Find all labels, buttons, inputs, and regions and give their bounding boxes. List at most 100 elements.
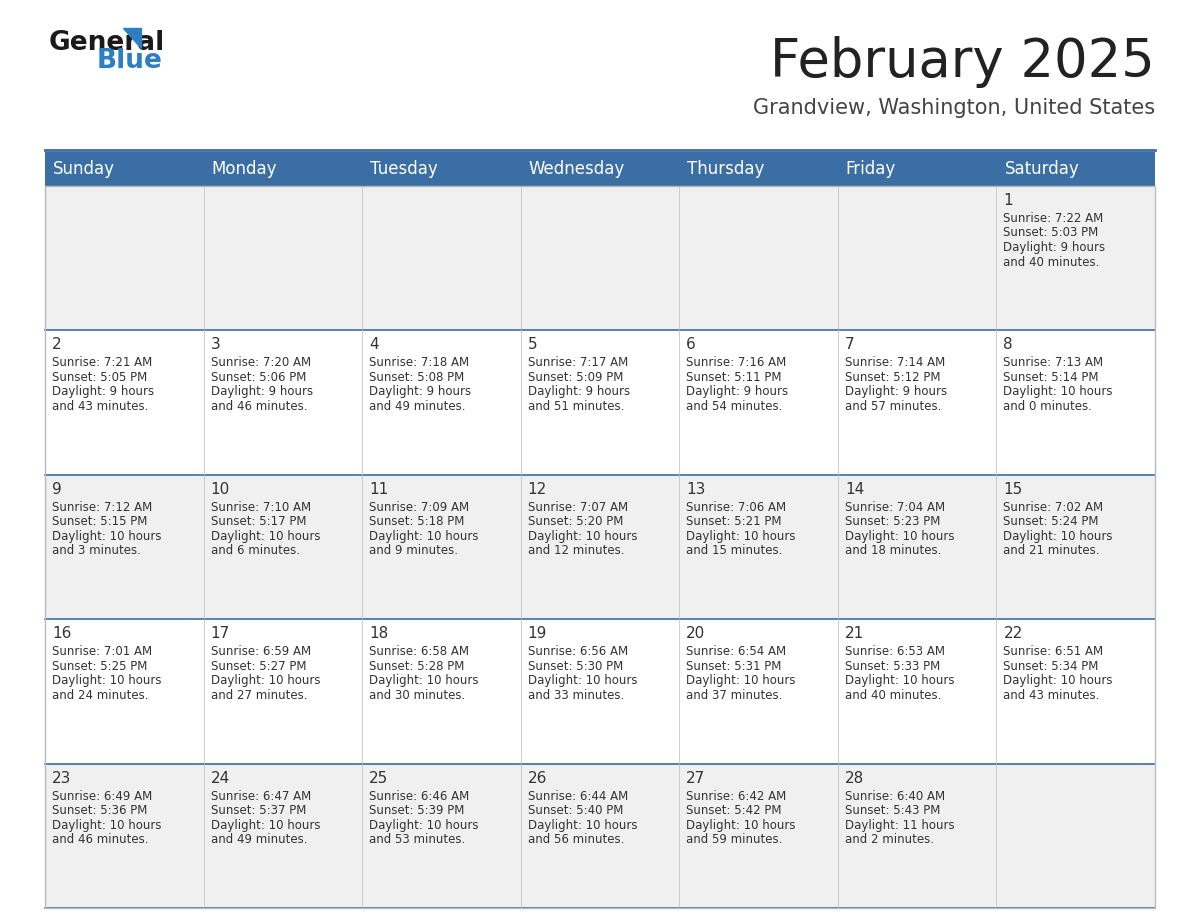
Text: and 43 minutes.: and 43 minutes. — [1004, 688, 1100, 701]
Text: Sunrise: 7:18 AM: Sunrise: 7:18 AM — [369, 356, 469, 369]
Text: Sunset: 5:39 PM: Sunset: 5:39 PM — [369, 804, 465, 817]
Text: 18: 18 — [369, 626, 388, 641]
Text: Sunset: 5:30 PM: Sunset: 5:30 PM — [527, 660, 623, 673]
Text: and 46 minutes.: and 46 minutes. — [52, 834, 148, 846]
Text: Daylight: 10 hours: Daylight: 10 hours — [527, 819, 637, 832]
Text: 6: 6 — [687, 338, 696, 353]
Bar — [45, 764, 203, 908]
Text: Sunset: 5:25 PM: Sunset: 5:25 PM — [52, 660, 147, 673]
Text: Sunset: 5:34 PM: Sunset: 5:34 PM — [1004, 660, 1099, 673]
Text: Sunrise: 7:01 AM: Sunrise: 7:01 AM — [52, 645, 152, 658]
Text: 21: 21 — [845, 626, 864, 641]
Text: Sunset: 5:17 PM: Sunset: 5:17 PM — [210, 515, 307, 528]
Text: Sunrise: 6:54 AM: Sunrise: 6:54 AM — [687, 645, 786, 658]
Bar — [838, 475, 997, 620]
Bar — [838, 764, 997, 908]
Text: and 2 minutes.: and 2 minutes. — [845, 834, 934, 846]
Bar — [680, 186, 838, 330]
Text: Saturday: Saturday — [1004, 160, 1079, 178]
Text: and 27 minutes.: and 27 minutes. — [210, 688, 307, 701]
Text: Daylight: 9 hours: Daylight: 9 hours — [1004, 241, 1106, 254]
Text: Sunset: 5:31 PM: Sunset: 5:31 PM — [687, 660, 782, 673]
Bar — [45, 186, 203, 330]
Text: and 53 minutes.: and 53 minutes. — [369, 834, 466, 846]
Text: and 37 minutes.: and 37 minutes. — [687, 688, 783, 701]
Bar — [838, 620, 997, 764]
Text: Daylight: 9 hours: Daylight: 9 hours — [369, 386, 472, 398]
Text: 24: 24 — [210, 770, 229, 786]
Text: Sunrise: 7:22 AM: Sunrise: 7:22 AM — [1004, 212, 1104, 225]
Text: Sunrise: 7:06 AM: Sunrise: 7:06 AM — [687, 501, 786, 514]
Text: Sunrise: 6:44 AM: Sunrise: 6:44 AM — [527, 789, 628, 802]
Text: and 57 minutes.: and 57 minutes. — [845, 400, 941, 413]
Text: Sunrise: 6:49 AM: Sunrise: 6:49 AM — [52, 789, 152, 802]
Text: 27: 27 — [687, 770, 706, 786]
Text: Daylight: 10 hours: Daylight: 10 hours — [527, 674, 637, 688]
Text: Thursday: Thursday — [688, 160, 765, 178]
Text: Blue: Blue — [97, 48, 163, 74]
Bar — [520, 475, 680, 620]
Text: Daylight: 11 hours: Daylight: 11 hours — [845, 819, 954, 832]
Text: 3: 3 — [210, 338, 220, 353]
Text: Sunset: 5:03 PM: Sunset: 5:03 PM — [1004, 227, 1099, 240]
Text: Sunrise: 7:16 AM: Sunrise: 7:16 AM — [687, 356, 786, 369]
Text: and 12 minutes.: and 12 minutes. — [527, 544, 624, 557]
Text: Sunrise: 7:07 AM: Sunrise: 7:07 AM — [527, 501, 627, 514]
Text: 17: 17 — [210, 626, 229, 641]
Text: 2: 2 — [52, 338, 62, 353]
Text: Sunrise: 7:14 AM: Sunrise: 7:14 AM — [845, 356, 946, 369]
Text: 19: 19 — [527, 626, 548, 641]
Text: Sunset: 5:08 PM: Sunset: 5:08 PM — [369, 371, 465, 384]
Text: Sunset: 5:12 PM: Sunset: 5:12 PM — [845, 371, 941, 384]
Text: Daylight: 10 hours: Daylight: 10 hours — [369, 674, 479, 688]
Text: Sunrise: 6:56 AM: Sunrise: 6:56 AM — [527, 645, 627, 658]
Bar — [45, 475, 203, 620]
Text: and 49 minutes.: and 49 minutes. — [210, 834, 307, 846]
Text: 12: 12 — [527, 482, 546, 497]
Bar — [680, 620, 838, 764]
Text: Sunrise: 7:12 AM: Sunrise: 7:12 AM — [52, 501, 152, 514]
Bar — [997, 330, 1155, 475]
Text: February 2025: February 2025 — [770, 36, 1155, 88]
Bar — [997, 764, 1155, 908]
Text: Daylight: 10 hours: Daylight: 10 hours — [369, 530, 479, 543]
Text: 9: 9 — [52, 482, 62, 497]
Text: and 24 minutes.: and 24 minutes. — [52, 688, 148, 701]
Bar — [45, 620, 203, 764]
Text: 22: 22 — [1004, 626, 1023, 641]
Text: Daylight: 10 hours: Daylight: 10 hours — [687, 530, 796, 543]
Text: 13: 13 — [687, 482, 706, 497]
Bar — [520, 330, 680, 475]
Text: 1: 1 — [1004, 193, 1013, 208]
Text: and 54 minutes.: and 54 minutes. — [687, 400, 783, 413]
Text: Sunset: 5:23 PM: Sunset: 5:23 PM — [845, 515, 940, 528]
Text: and 15 minutes.: and 15 minutes. — [687, 544, 783, 557]
Text: Sunset: 5:14 PM: Sunset: 5:14 PM — [1004, 371, 1099, 384]
Text: 23: 23 — [52, 770, 71, 786]
Text: Sunset: 5:40 PM: Sunset: 5:40 PM — [527, 804, 623, 817]
Text: Sunday: Sunday — [53, 160, 115, 178]
Text: Daylight: 10 hours: Daylight: 10 hours — [527, 530, 637, 543]
Text: and 18 minutes.: and 18 minutes. — [845, 544, 941, 557]
Text: Daylight: 10 hours: Daylight: 10 hours — [1004, 386, 1113, 398]
Text: Monday: Monday — [211, 160, 277, 178]
Text: and 21 minutes.: and 21 minutes. — [1004, 544, 1100, 557]
Text: Sunset: 5:43 PM: Sunset: 5:43 PM — [845, 804, 940, 817]
Text: and 56 minutes.: and 56 minutes. — [527, 834, 624, 846]
Text: Sunrise: 7:10 AM: Sunrise: 7:10 AM — [210, 501, 311, 514]
Text: 10: 10 — [210, 482, 229, 497]
Bar — [997, 475, 1155, 620]
Text: Daylight: 10 hours: Daylight: 10 hours — [845, 674, 954, 688]
Text: Sunrise: 6:58 AM: Sunrise: 6:58 AM — [369, 645, 469, 658]
Text: Sunset: 5:24 PM: Sunset: 5:24 PM — [1004, 515, 1099, 528]
Text: and 40 minutes.: and 40 minutes. — [1004, 255, 1100, 268]
Text: Sunset: 5:33 PM: Sunset: 5:33 PM — [845, 660, 940, 673]
Bar — [203, 330, 362, 475]
Text: Daylight: 10 hours: Daylight: 10 hours — [1004, 530, 1113, 543]
Text: Daylight: 9 hours: Daylight: 9 hours — [527, 386, 630, 398]
Text: Friday: Friday — [846, 160, 896, 178]
Text: Daylight: 10 hours: Daylight: 10 hours — [210, 674, 320, 688]
Text: and 46 minutes.: and 46 minutes. — [210, 400, 307, 413]
Text: Daylight: 10 hours: Daylight: 10 hours — [52, 674, 162, 688]
Bar — [203, 620, 362, 764]
